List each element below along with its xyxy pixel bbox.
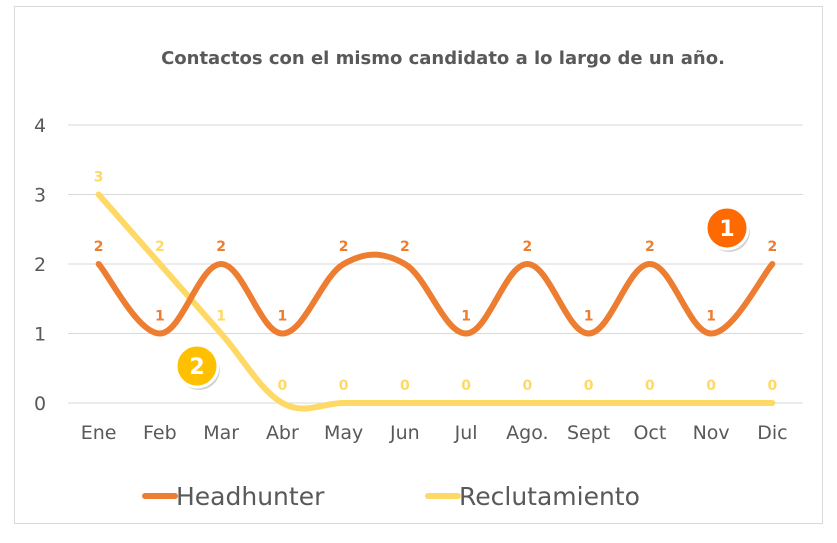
data-label: 2 — [645, 239, 655, 255]
data-label: 2 — [400, 239, 410, 255]
data-label: 0 — [768, 378, 778, 394]
legend-item: Reclutamiento — [425, 482, 640, 511]
legend-item: Headhunter — [142, 482, 325, 511]
x-tick-label: Abr — [266, 422, 299, 444]
x-tick-label: Jun — [389, 422, 420, 444]
data-label: 2 — [523, 239, 533, 255]
legend-label: Reclutamiento — [459, 482, 640, 511]
data-label: 2 — [155, 239, 165, 255]
data-label: 3 — [94, 170, 104, 186]
chart-frame — [14, 6, 823, 524]
legend: Headhunter Reclutamiento — [142, 482, 640, 511]
data-label: 0 — [645, 378, 655, 394]
y-tick-label: 2 — [34, 254, 46, 276]
data-label: 0 — [706, 378, 716, 394]
legend-label: Headhunter — [176, 482, 325, 511]
y-tick-label: 3 — [34, 185, 46, 207]
data-label: 2 — [94, 239, 104, 255]
y-tick-label: 4 — [34, 115, 46, 137]
data-label: 2 — [216, 239, 226, 255]
data-label: 2 — [339, 239, 349, 255]
data-label: 1 — [461, 309, 471, 325]
series-line-reclutamiento — [95, 191, 776, 412]
svg-text:2: 2 — [189, 355, 204, 380]
data-label: 0 — [584, 378, 594, 394]
data-label: 0 — [461, 378, 471, 394]
svg-text:1: 1 — [719, 217, 734, 242]
data-label: 1 — [584, 309, 594, 325]
chart-title: Contactos con el mismo candidato a lo la… — [161, 48, 725, 69]
series-lines — [95, 191, 776, 412]
x-tick-label: Mar — [203, 422, 239, 444]
series-line-headhunter — [95, 251, 776, 337]
data-label: 0 — [278, 378, 288, 394]
x-tick-label: Nov — [693, 422, 730, 444]
x-tick-label: Feb — [143, 422, 177, 444]
y-axis: 0 1 2 3 4 — [34, 115, 46, 415]
x-tick-label: May — [324, 422, 363, 444]
data-label: 1 — [706, 309, 716, 325]
data-label: 2 — [768, 239, 778, 255]
data-label: 0 — [523, 378, 533, 394]
x-tick-label: Jul — [454, 422, 478, 444]
x-tick-label: Ene — [81, 422, 117, 444]
y-tick-label: 0 — [34, 393, 46, 415]
data-label: 1 — [278, 309, 288, 325]
x-tick-label: Oct — [633, 422, 666, 444]
data-label: 0 — [339, 378, 349, 394]
data-label: 1 — [216, 309, 226, 325]
data-label: 1 — [155, 309, 165, 325]
annotation-badges: 12 — [174, 205, 750, 390]
x-axis: Ene Feb Mar Abr May Jun Jul Ago. Sept Oct Nov Dic — [81, 422, 788, 444]
x-tick-label: Sept — [567, 422, 610, 444]
x-tick-label: Dic — [757, 422, 787, 444]
annotation-badge-1: 1 — [704, 205, 750, 252]
x-tick-label: Ago. — [506, 422, 548, 444]
data-label: 0 — [400, 378, 410, 394]
annotation-badge-2: 2 — [174, 343, 220, 390]
y-tick-label: 1 — [34, 324, 46, 346]
